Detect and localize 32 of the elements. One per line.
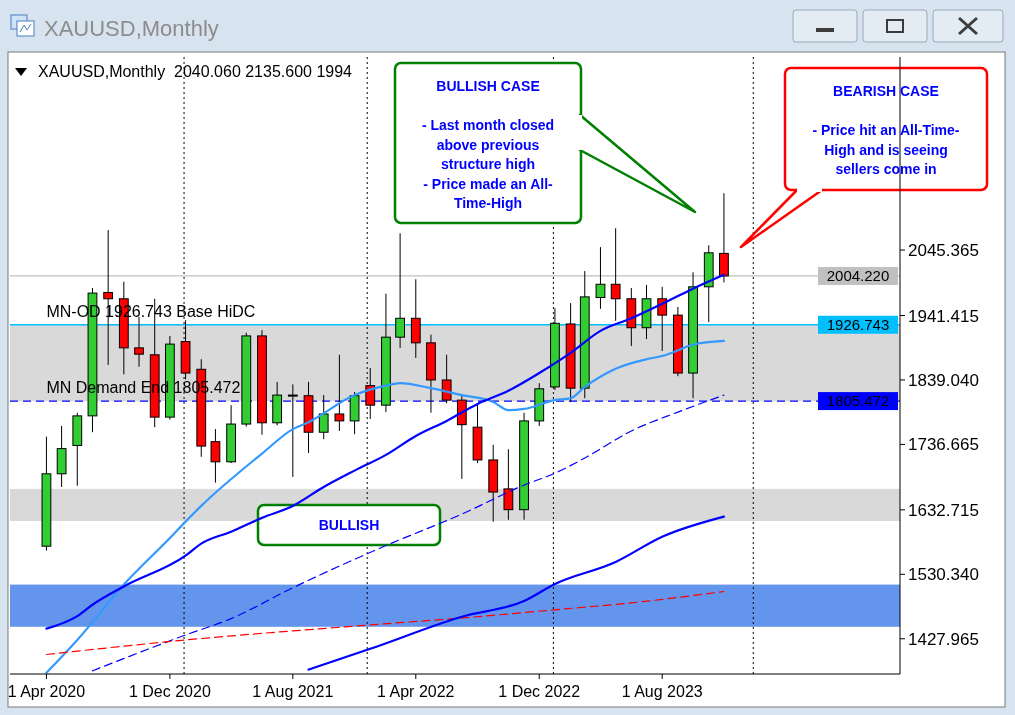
line-series [45, 339, 726, 674]
y-tick-label: 1427.965 [908, 629, 979, 649]
x-tick-label: 1 Aug 2021 [252, 683, 334, 700]
chart-title: XAUUSD,Monthly [44, 16, 219, 41]
candlestick [318, 394, 329, 440]
ref-line-label: 1926.743 [826, 315, 890, 333]
y-tick-label: 1736.665 [908, 435, 979, 455]
x-tick-label: 1 Dec 2022 [498, 683, 581, 700]
candlestick [719, 192, 729, 283]
candlestick [610, 227, 621, 322]
x-tick-label: 1 Aug 2023 [621, 683, 703, 700]
candlestick [503, 448, 514, 521]
candlestick [134, 316, 144, 368]
speech-bubble: BULLISH [256, 503, 442, 547]
y-tick-label: 1941.415 [908, 306, 979, 326]
ref-line-label: 1805.472 [826, 392, 890, 410]
ref-line-label: 2004.220 [826, 266, 890, 284]
annotation: BULLISH [318, 517, 380, 533]
line-series [307, 515, 726, 671]
candlestick [334, 354, 345, 432]
candlestick [287, 383, 298, 478]
candlestick [395, 232, 405, 349]
line-series [45, 590, 725, 656]
chart-subtitle: XAUUSD,Monthly 2040.060 2135.600 1994 [38, 63, 353, 80]
y-tick-label: 1632.715 [908, 500, 979, 520]
y-tick-label: 1530.340 [908, 565, 979, 585]
candlestick [595, 246, 606, 310]
x-tick-label: 1 Dec 2020 [128, 683, 211, 700]
y-tick-label: 1839.040 [908, 370, 979, 390]
x-tick-label: 1 Apr 2022 [377, 683, 455, 700]
candlestick [210, 428, 221, 484]
x-tick-label: 1 Apr 2020 [7, 683, 86, 700]
